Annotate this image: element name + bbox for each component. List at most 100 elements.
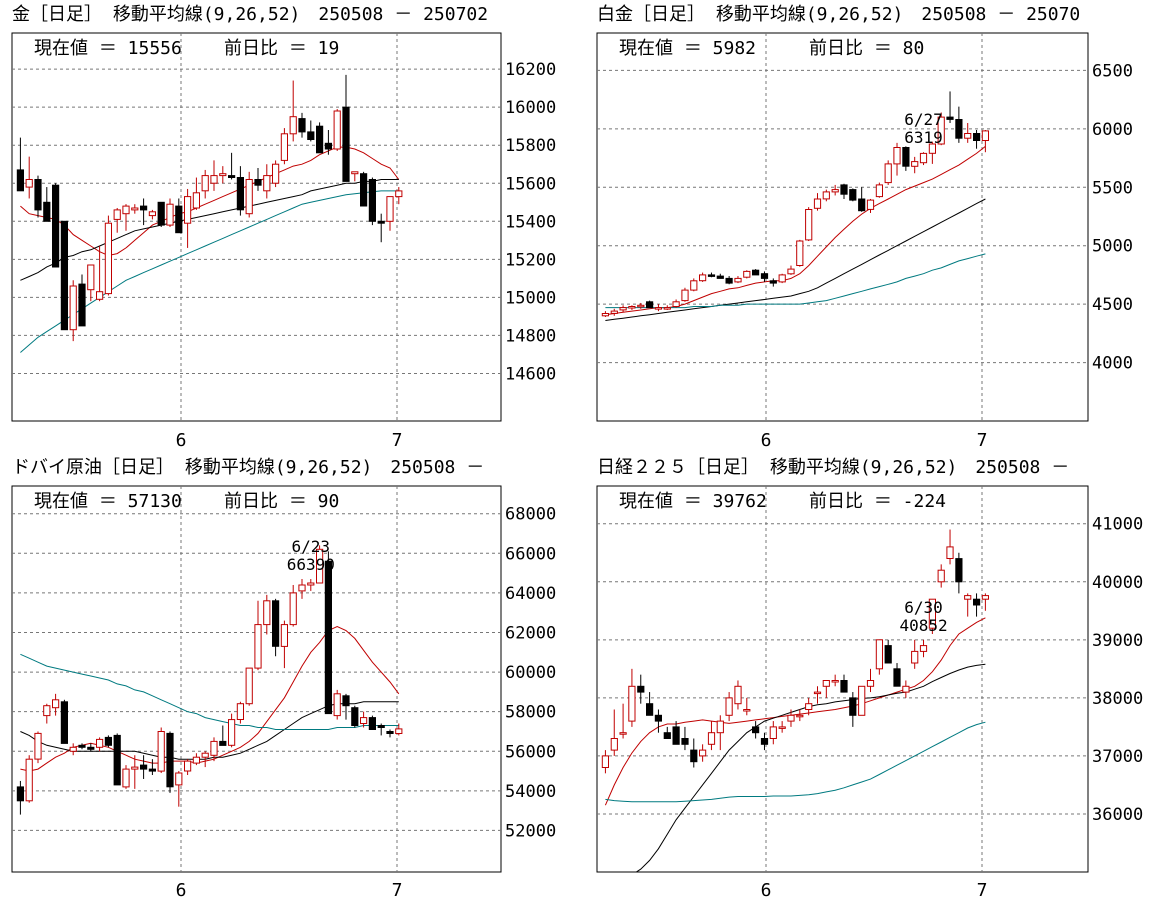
candle-body: [699, 274, 707, 282]
candle: [884, 160, 892, 185]
candle-body: [690, 280, 698, 291]
candle: [619, 305, 627, 313]
candle: [254, 168, 262, 191]
current-value-label: 現在値 ＝ 57130: [34, 491, 182, 512]
candle: [672, 299, 680, 308]
candle: [752, 269, 760, 276]
x-tick-label: 6: [761, 880, 772, 901]
candle: [805, 207, 813, 242]
candle: [210, 737, 218, 762]
candle: [316, 122, 324, 154]
candle: [858, 685, 866, 716]
candle-body: [254, 179, 262, 186]
y-tick-label: 15400: [505, 212, 556, 232]
candle-body: [787, 714, 795, 722]
candle: [654, 709, 662, 733]
candle: [351, 171, 359, 182]
chart-title: 日経２２５［日足］ 移動平均線(9,26,52) 250508 －: [597, 457, 1069, 478]
candle: [333, 689, 341, 720]
candle-body: [849, 697, 857, 716]
candle-body: [307, 582, 315, 586]
candle-body: [368, 717, 376, 730]
candle-body: [219, 173, 227, 177]
y-tick-label: 16000: [505, 98, 556, 118]
candle-body: [307, 131, 315, 140]
candle: [831, 184, 839, 196]
candle: [210, 160, 218, 191]
candle-body: [601, 755, 609, 769]
candle: [601, 311, 609, 317]
candle: [34, 731, 42, 764]
candle: [663, 726, 671, 740]
candle-body: [981, 130, 989, 141]
chart-panel-2: 白金［日足］ 移動平均線(9,26,52) 250508 － 25070 4000…: [596, 4, 1133, 451]
candle-body: [875, 639, 883, 670]
candle-body: [822, 191, 830, 200]
candle-body: [699, 749, 707, 757]
y-tick-label: 54000: [505, 782, 556, 802]
candle-body: [360, 717, 368, 724]
x-tick-label: 7: [977, 430, 988, 451]
candle-body: [646, 301, 654, 309]
candle-body: [395, 190, 403, 198]
x-tick-label: 7: [977, 880, 988, 901]
candle-body: [280, 624, 288, 647]
change-label: 前日比 ＝ -224: [809, 491, 946, 512]
candle-body: [637, 304, 645, 308]
y-tick-label: 15800: [505, 136, 556, 156]
candle: [192, 753, 201, 766]
candle-body: [360, 173, 368, 207]
candle: [628, 305, 636, 310]
data-layer: [601, 91, 989, 321]
candle-body: [228, 719, 236, 746]
candle: [866, 198, 875, 213]
candle: [184, 188, 192, 248]
candle: [289, 80, 297, 142]
candle-body: [175, 772, 183, 786]
candle-body: [236, 703, 245, 721]
candle: [787, 709, 795, 727]
candle: [298, 579, 306, 599]
x-tick-label: 6: [176, 430, 187, 451]
candle: [919, 152, 928, 166]
candle-body: [263, 175, 271, 192]
candle: [316, 545, 324, 584]
y-tick-label: 14600: [505, 364, 556, 384]
candle: [911, 156, 919, 174]
candle: [690, 278, 698, 292]
candle: [919, 639, 928, 658]
candle-body: [760, 738, 769, 745]
candle-body: [946, 546, 954, 560]
candle-body: [333, 693, 341, 717]
candle-body: [87, 746, 95, 750]
candle-body: [858, 685, 866, 716]
candle: [228, 152, 236, 180]
y-tick-label: 58000: [505, 703, 556, 723]
candle: [280, 620, 288, 669]
candle: [289, 584, 297, 627]
candle: [663, 305, 671, 310]
candle: [681, 726, 689, 751]
candle-body: [69, 285, 77, 331]
candle: [298, 112, 306, 138]
candle: [280, 128, 288, 165]
candle: [725, 692, 733, 722]
candle: [368, 715, 376, 730]
candle: [760, 271, 769, 282]
y-tick-label: 62000: [505, 623, 556, 643]
candle-body: [690, 749, 698, 763]
y-tick-label: 4500: [1092, 295, 1133, 315]
candle-body: [734, 277, 742, 283]
candle-body: [964, 595, 972, 600]
moving-average-ma52: [20, 653, 399, 730]
candle-body: [654, 714, 662, 722]
candle: [351, 705, 359, 728]
candle-body: [725, 277, 733, 284]
candle: [875, 182, 883, 198]
y-tick-label: 52000: [505, 821, 556, 841]
candle-body: [166, 732, 174, 788]
candle-body: [981, 595, 989, 600]
candle-body: [911, 650, 919, 664]
candle: [60, 699, 68, 744]
candle: [52, 183, 60, 268]
